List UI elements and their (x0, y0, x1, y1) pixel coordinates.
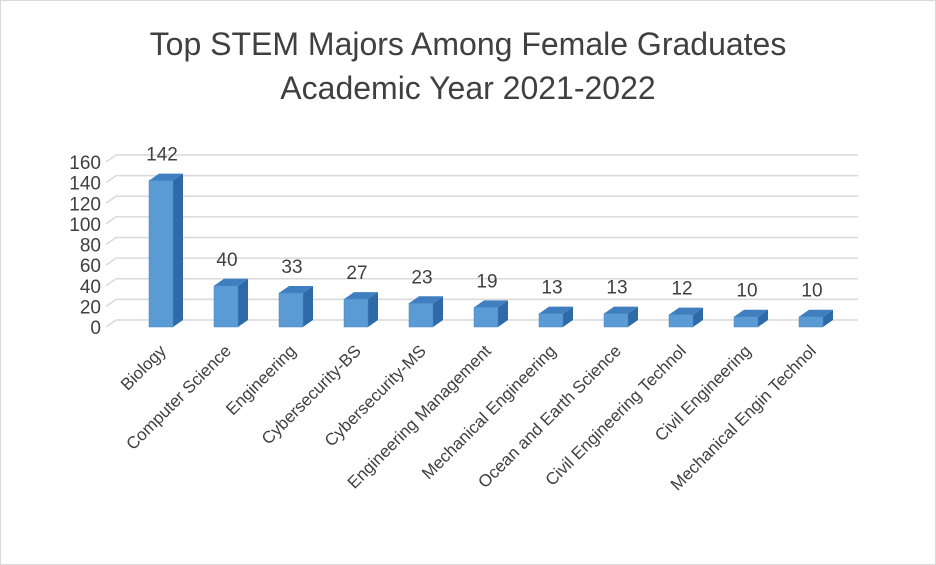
gridline (105, 154, 858, 163)
data-label: 40 (216, 250, 237, 271)
bar-side (238, 278, 248, 327)
data-label: 142 (146, 145, 178, 166)
data-label: 27 (346, 263, 367, 284)
bar-top (149, 173, 183, 181)
bar-front (343, 298, 369, 328)
gridline (105, 298, 858, 307)
gridline (105, 195, 858, 204)
bar-top (604, 306, 638, 314)
bar-top (474, 300, 508, 308)
bar (408, 296, 443, 328)
bars (148, 173, 833, 328)
bar (538, 306, 573, 328)
data-label: 23 (411, 267, 432, 288)
bar-top (279, 285, 313, 293)
y-tick-label: 20 (80, 297, 101, 318)
bar (668, 307, 703, 328)
chart-title: Top STEM Majors Among Female Graduates (149, 26, 787, 62)
bar-front (408, 303, 434, 328)
bar (798, 309, 833, 328)
bar-side (693, 307, 703, 327)
x-tick-label: Biology (117, 341, 170, 394)
bar-front (213, 285, 239, 328)
data-label: 13 (541, 278, 562, 299)
y-tick-label: 80 (80, 236, 101, 257)
bar-front (733, 316, 759, 328)
y-tick-label: 60 (80, 256, 101, 277)
bar (473, 300, 508, 328)
gridline (105, 216, 858, 225)
y-tick-label: 160 (69, 153, 101, 174)
bar-side (173, 173, 183, 327)
y-tick-label: 120 (69, 194, 101, 215)
data-label: 13 (606, 278, 627, 299)
chart-subtitle: Academic Year 2021-2022 (280, 70, 656, 106)
gridline (105, 257, 858, 266)
bar-front (668, 314, 694, 328)
bar-top (539, 306, 573, 314)
bar-side (628, 306, 638, 327)
bar-front (603, 313, 629, 328)
bar-front (538, 313, 564, 328)
bar-side (563, 306, 573, 327)
bar-top (669, 307, 703, 315)
data-labels: 142 40 33 27 23 19 13 13 12 10 10 (146, 145, 822, 302)
data-label: 19 (476, 271, 497, 292)
gridline (105, 236, 858, 246)
x-tick-label: Mechanical Engineering (418, 341, 560, 483)
data-label: 12 (671, 279, 692, 300)
bar-side (758, 309, 768, 327)
data-label: 33 (281, 257, 302, 278)
bar-top (409, 296, 443, 304)
bar-top (799, 309, 833, 317)
bar-top (344, 292, 378, 300)
bar-front (798, 316, 824, 328)
bar (343, 292, 378, 328)
bar-side (433, 296, 443, 327)
y-tick-label: 40 (80, 277, 101, 298)
bar-front (278, 292, 304, 328)
bar (603, 306, 638, 328)
bar-side (823, 309, 833, 327)
bar-side (498, 300, 508, 327)
bar (148, 173, 183, 328)
y-tick-label: 0 (90, 318, 101, 339)
bar (213, 278, 248, 328)
bar-front (148, 180, 174, 328)
bar-top (214, 278, 248, 286)
data-label: 10 (801, 281, 822, 302)
bar (733, 309, 768, 328)
y-tick-label: 100 (69, 215, 101, 236)
bar-side (303, 285, 313, 327)
y-tick-label: 140 (69, 174, 101, 195)
bar-top (734, 309, 768, 317)
bar-side (368, 292, 378, 327)
data-label: 10 (736, 281, 757, 302)
bar (278, 285, 313, 328)
gridline (105, 174, 858, 184)
gridline (105, 278, 858, 287)
bar-front (473, 307, 499, 328)
